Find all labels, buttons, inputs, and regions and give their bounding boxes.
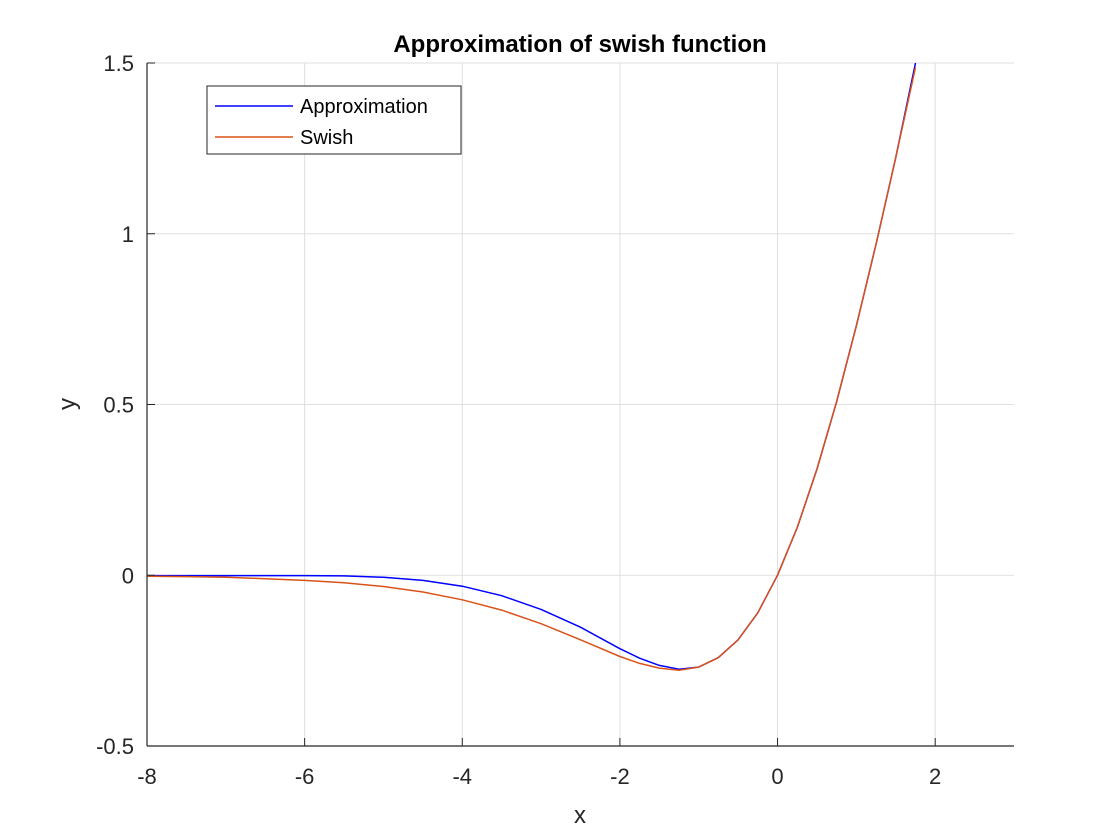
y-tick-label-0p5: 0.5 [103, 393, 134, 418]
x-tick-label-neg4: -4 [452, 764, 472, 789]
legend-label-swish: Swish [300, 127, 353, 149]
y-ticks: -0.5 0 0.5 1 1.5 [96, 51, 155, 759]
x-tick-label-neg2: -2 [610, 764, 630, 789]
y-tick-label-1: 1 [122, 222, 134, 247]
y-tick-label-0: 0 [122, 563, 134, 588]
x-tick-label-neg8: -8 [137, 764, 157, 789]
y-tick-label-1p5: 1.5 [103, 51, 134, 76]
legend: Approximation Swish [206, 85, 462, 155]
chart-title: Approximation of swish function [393, 31, 766, 58]
x-ticks: -8 -6 -4 -2 0 2 [137, 738, 941, 789]
x-axis-label: x [574, 802, 586, 829]
series-line-swish [146, 67, 917, 671]
y-tick-label-neg0p5: -0.5 [96, 734, 134, 759]
x-tick-label-neg6: -6 [295, 764, 315, 789]
legend-box [206, 85, 462, 155]
x-tick-label-0: 0 [771, 764, 783, 789]
y-axis-label: y [54, 398, 81, 410]
legend-label-approximation: Approximation [300, 96, 428, 118]
x-tick-label-2: 2 [929, 764, 941, 789]
series-layer [146, 62, 917, 671]
